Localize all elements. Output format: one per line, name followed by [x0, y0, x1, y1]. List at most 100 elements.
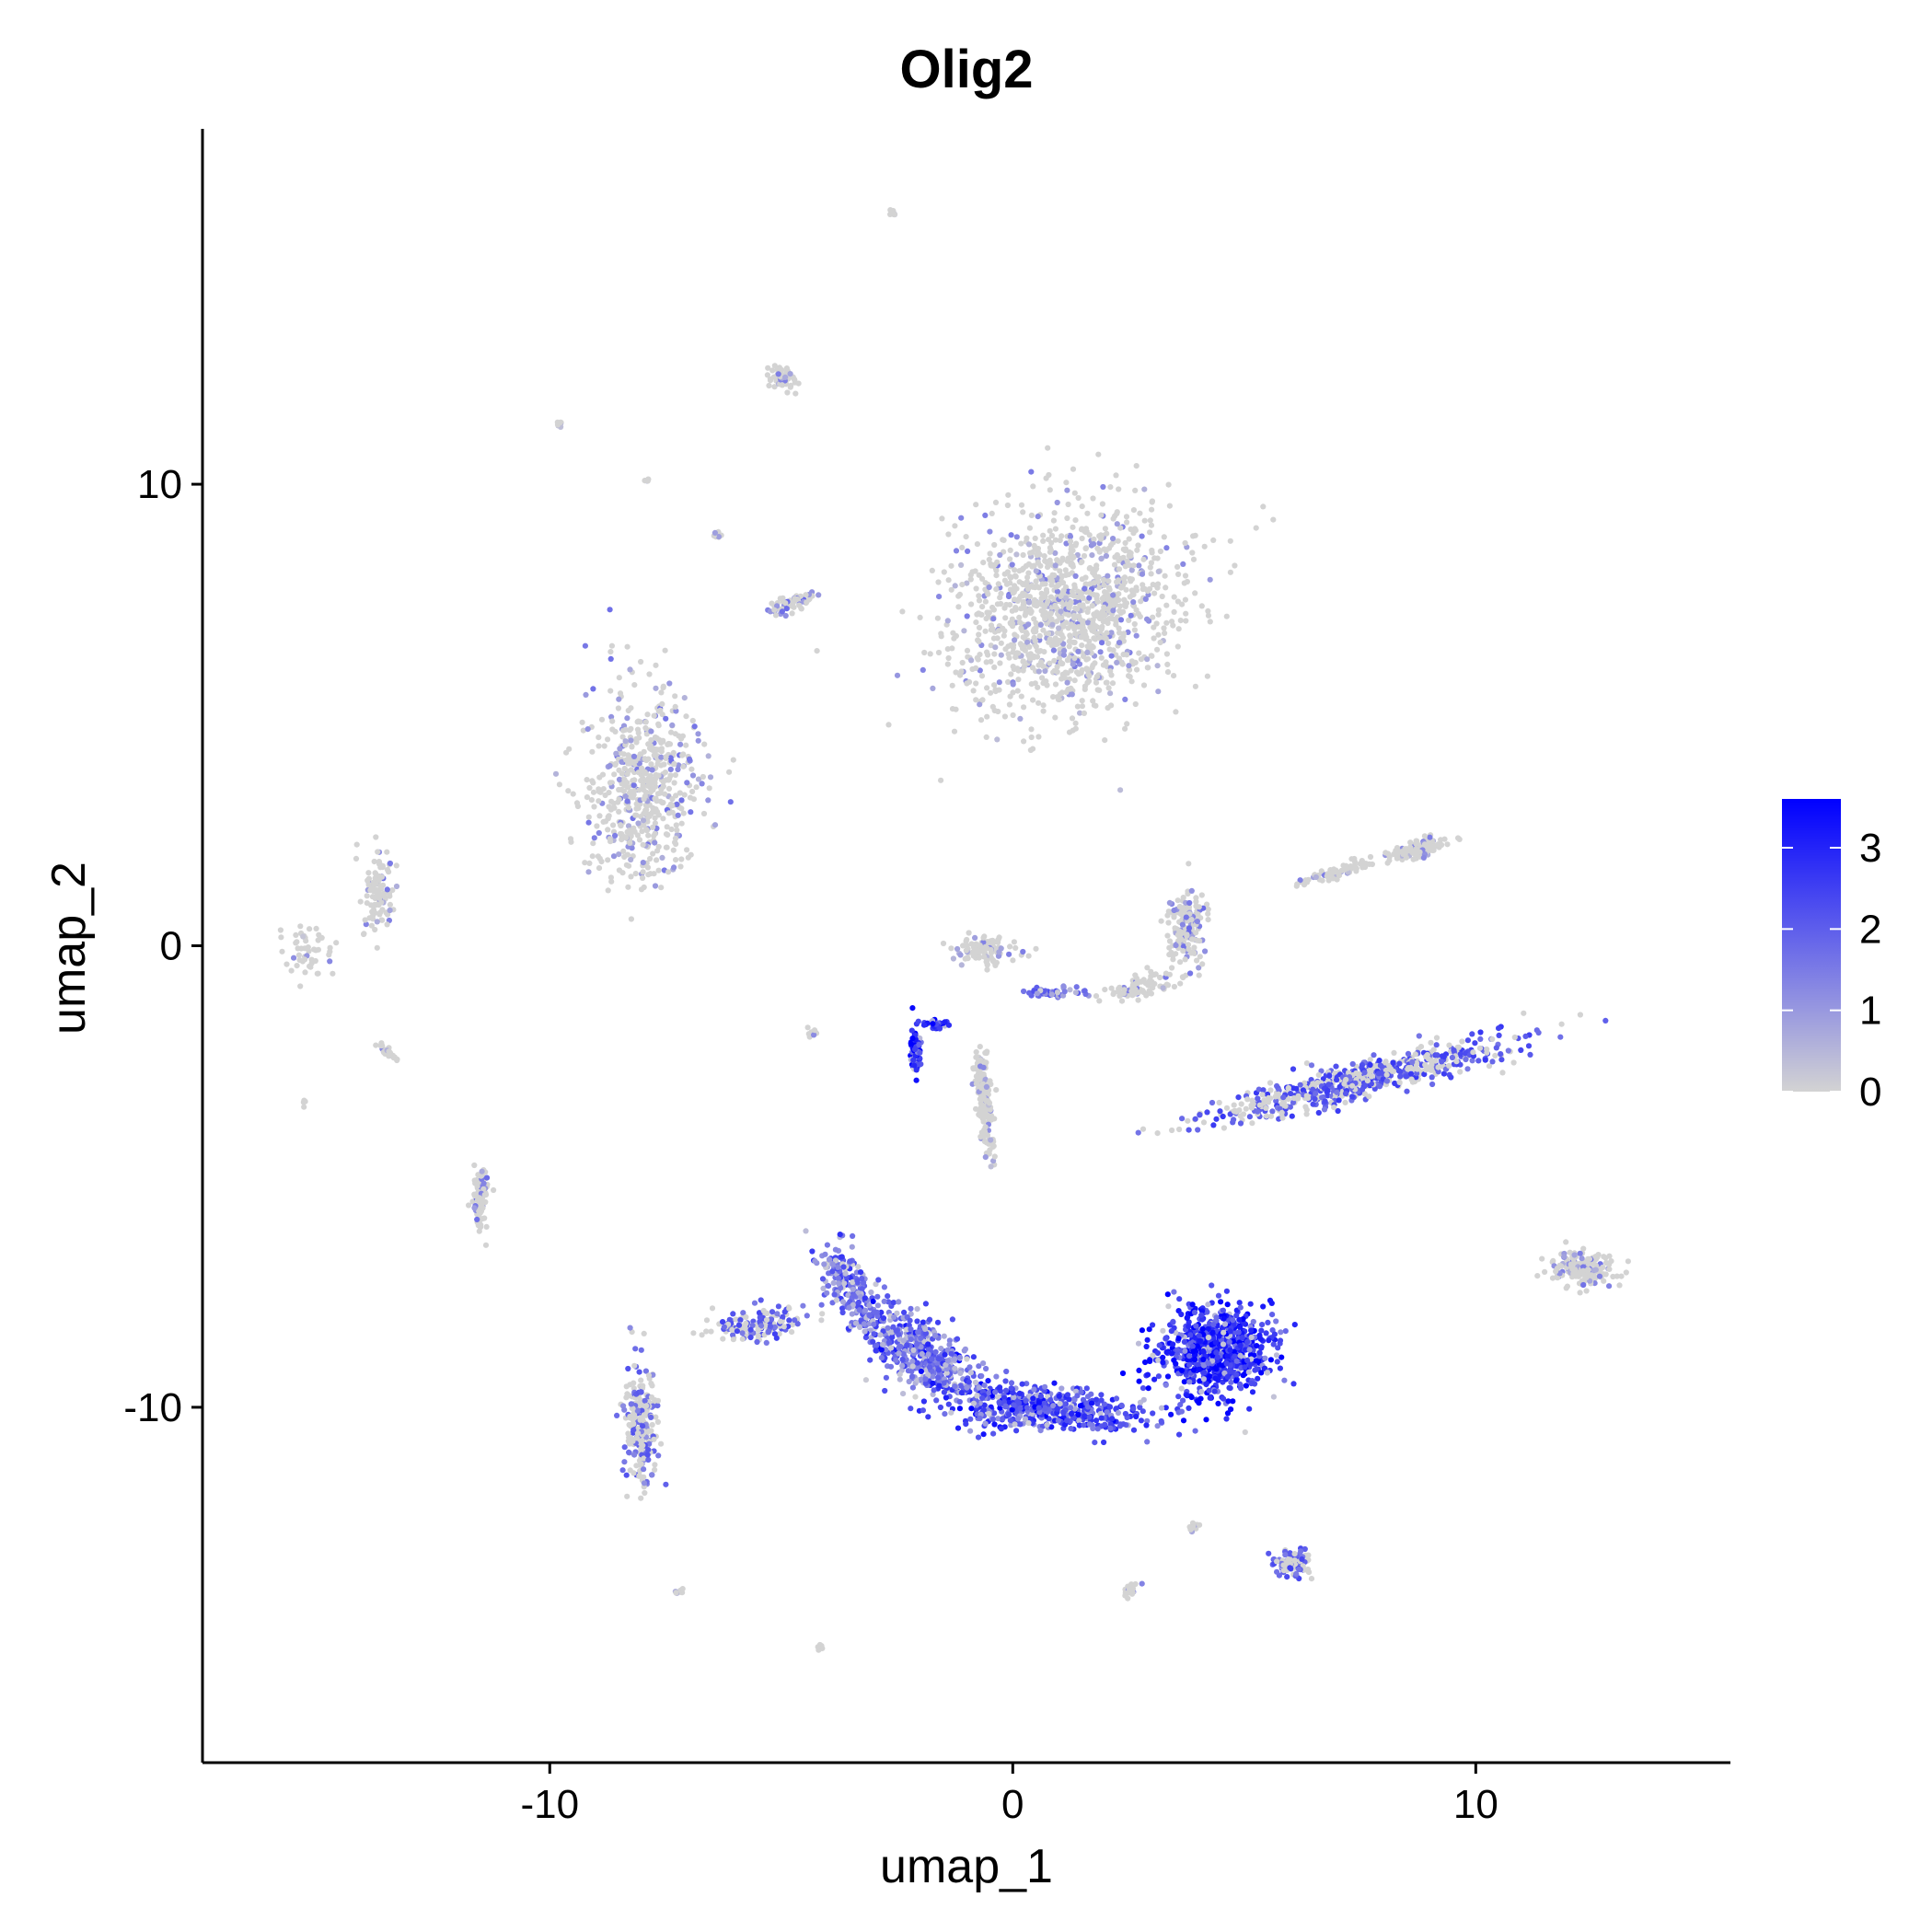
cell-point [1114, 659, 1120, 666]
cell-point [973, 585, 979, 592]
cell-point [1404, 1088, 1410, 1094]
cell-point [1237, 1120, 1244, 1127]
cell-point [1122, 696, 1128, 703]
cell-point [1012, 637, 1018, 643]
cell-point [1102, 1421, 1108, 1428]
cell-point [672, 771, 679, 779]
cell-point [652, 1466, 658, 1473]
cell-point [978, 673, 986, 679]
cell-point [1269, 1108, 1276, 1115]
cell-point [1192, 532, 1198, 538]
cell-point [1051, 572, 1058, 579]
cell-point [1181, 1338, 1187, 1345]
cell-point [1210, 1122, 1217, 1128]
cell-point [1003, 1368, 1010, 1375]
cell-point [1455, 1044, 1462, 1050]
cell-point [906, 1378, 912, 1385]
cell-point [840, 1264, 847, 1270]
cell-point [1364, 1078, 1371, 1084]
cell-point [1163, 1335, 1169, 1341]
cell-point [979, 697, 986, 703]
cell-point [672, 693, 678, 700]
cell-point [995, 581, 1001, 587]
cell-point [1371, 1052, 1377, 1059]
cell-point [955, 604, 962, 610]
cell-point [641, 1480, 648, 1487]
cell-point [987, 550, 993, 557]
cell-point [1133, 632, 1140, 639]
cell-point [631, 759, 637, 766]
cell-point [854, 1278, 861, 1284]
cell-point [1110, 536, 1116, 542]
cell-point [1192, 590, 1198, 596]
cell-point [956, 1406, 963, 1412]
cell-point [1089, 1400, 1095, 1406]
cell-point [970, 1354, 977, 1360]
cell-point [1451, 1047, 1457, 1054]
cell-point [1086, 673, 1093, 679]
cell-point [1082, 574, 1089, 581]
cell-point [973, 697, 979, 703]
cell-point [1119, 661, 1126, 667]
cell-point [1095, 573, 1102, 581]
cell-point [1154, 1349, 1161, 1357]
cell-point [1054, 499, 1060, 506]
cell-point [1264, 1370, 1270, 1376]
cell-point [739, 1330, 746, 1336]
cell-point [959, 659, 966, 666]
cell-point [945, 531, 952, 538]
cell-point [1263, 1330, 1269, 1336]
cell-point [693, 784, 700, 791]
cell-point [1098, 626, 1105, 632]
cell-point [655, 721, 662, 727]
cell-point [932, 1348, 939, 1355]
cell-point [1470, 1049, 1476, 1056]
cell-point [1030, 697, 1036, 703]
cell-point [1235, 1329, 1242, 1336]
cell-point [658, 1440, 665, 1447]
cell-point [642, 756, 648, 762]
cell-point [1422, 1061, 1429, 1068]
cell-point [1144, 1439, 1151, 1445]
cell-point [747, 1326, 754, 1333]
cell-point [1148, 653, 1154, 659]
cell-point [922, 1301, 930, 1307]
cell-point [786, 1305, 792, 1312]
cell-point [599, 771, 607, 778]
cell-point [1176, 1296, 1183, 1302]
cell-point [1124, 721, 1130, 727]
cell-point [976, 631, 982, 638]
cell-point [598, 716, 606, 723]
cell-point [1012, 567, 1018, 573]
cell-point [819, 1311, 826, 1317]
cell-point [1505, 1047, 1511, 1054]
cell-point [1121, 579, 1128, 585]
cell-point [1040, 702, 1047, 709]
cell-point [1133, 607, 1140, 613]
cell-point [1059, 557, 1066, 563]
cell-point [627, 666, 633, 673]
cluster-1 [552, 607, 736, 922]
cell-point [1021, 738, 1027, 745]
cell-point [695, 776, 702, 782]
cell-point [1205, 607, 1211, 615]
cell-point [589, 853, 596, 860]
cell-point [1132, 527, 1139, 534]
cell-point [1038, 590, 1045, 596]
cell-point [1220, 1113, 1226, 1120]
cell-point [1000, 625, 1006, 631]
cell-point [608, 798, 615, 804]
cell-point [645, 872, 652, 878]
cell-point [1349, 1082, 1356, 1089]
cell-point [964, 1384, 970, 1391]
cell-point [1244, 1357, 1251, 1364]
cell-point [1024, 639, 1031, 645]
cell-point [1052, 550, 1059, 557]
cell-point [619, 835, 625, 841]
cell-point [880, 1315, 887, 1322]
cell-point [652, 820, 659, 827]
cell-point [607, 836, 613, 842]
cell-point [1058, 593, 1064, 600]
cell-point [574, 803, 582, 810]
cell-point [1079, 698, 1085, 704]
